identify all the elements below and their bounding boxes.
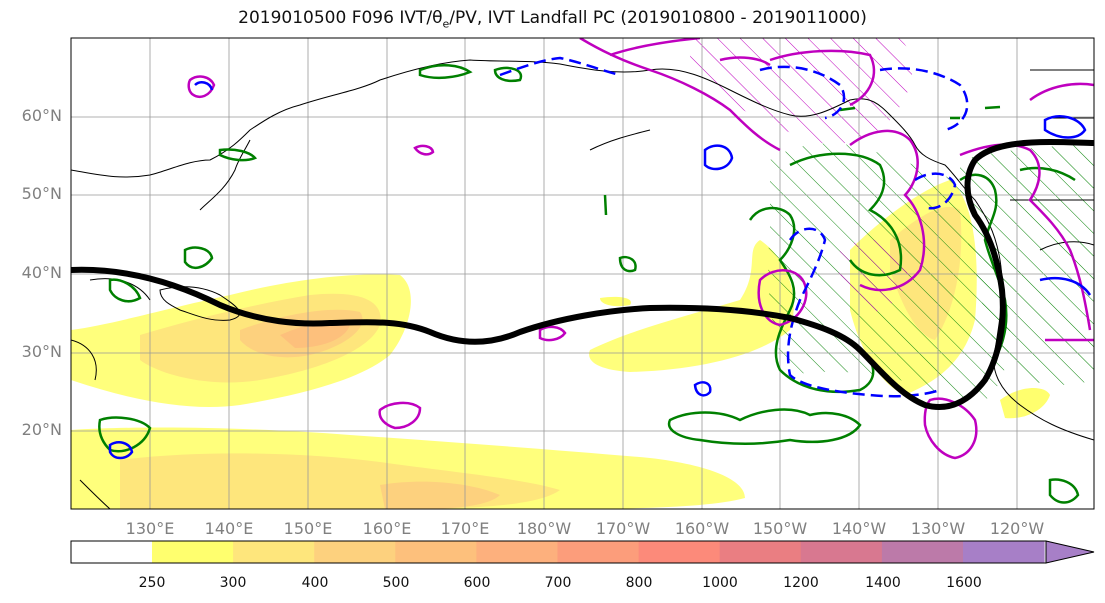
colorbar (70, 540, 1095, 564)
colorbar-extend-arrow (1045, 540, 1095, 564)
colorbar-segment (963, 541, 1045, 563)
colorbar-segment (395, 541, 477, 563)
title-subscript: e (442, 17, 450, 31)
lat-label-20n: 20°N (21, 420, 62, 439)
lon-label-130e: 130°E (125, 519, 175, 538)
lon-label-150w: 150°W (752, 519, 808, 538)
title-rest: /PV, IVT Landfall PC (2019010800 - 20190… (449, 8, 867, 28)
lat-label-50n: 50°N (21, 184, 62, 203)
colorbar-tick-800: 800 (625, 575, 653, 591)
colorbar-tick-1400: 1400 (865, 575, 901, 591)
pv-contours (187, 38, 1094, 460)
colorbar-segment (233, 541, 315, 563)
title-main: 2019010500 F096 IVT/θ (238, 8, 443, 28)
jet-axis-line (71, 138, 1094, 410)
colorbar-tick-1200: 1200 (783, 575, 819, 591)
colorbar-segments (152, 541, 1045, 563)
lon-label-120w: 120°W (989, 519, 1045, 538)
lat-label-30n: 30°N (21, 342, 62, 361)
theta-e-contours (98, 64, 1080, 504)
colorbar-tick-300: 300 (219, 575, 247, 591)
lon-label-140e: 140°E (204, 519, 254, 538)
pv-dashed-contours (499, 56, 969, 398)
lon-label-170w: 170°W (595, 519, 651, 538)
lat-label-60n: 60°N (21, 106, 62, 125)
colorbar-tick-250: 250 (138, 575, 166, 591)
colorbar-below-250 (71, 541, 152, 563)
lon-label-180w: 180°W (516, 519, 572, 538)
graticule (71, 38, 1094, 509)
hatched-regions (689, 38, 1094, 400)
ivt-shading (71, 180, 1050, 509)
chart-title: 2019010500 F096 IVT/θe/PV, IVT Landfall … (0, 8, 1105, 30)
colorbar-tick-400: 400 (301, 575, 329, 591)
colorbar-tick-700: 700 (544, 575, 572, 591)
colorbar-segment (152, 541, 234, 563)
map-frame (70, 37, 1095, 510)
lon-label-130w: 130°W (910, 519, 966, 538)
lon-label-170e: 170°E (440, 519, 490, 538)
coastlines (71, 59, 1094, 509)
lon-label-160e: 160°E (362, 519, 412, 538)
lon-label-140w: 140°W (831, 519, 887, 538)
pv-blue-solid (108, 81, 1092, 460)
colorbar-segment (719, 541, 802, 563)
colorbar-tick-600: 600 (463, 575, 491, 591)
colorbar-segment (476, 541, 558, 563)
colorbar-frame (70, 540, 1047, 564)
colorbar-segment (881, 541, 964, 563)
colorbar-tick-500: 500 (382, 575, 410, 591)
lon-label-160w: 160°W (674, 519, 730, 538)
colorbar-tick-1600: 1600 (946, 575, 982, 591)
lat-label-40n: 40°N (21, 263, 62, 282)
colorbar-segment (557, 541, 640, 563)
colorbar-segment (638, 541, 721, 563)
map-area (71, 38, 1094, 509)
lon-label-150e: 150°E (283, 519, 333, 538)
colorbar-tick-1000: 1000 (702, 575, 738, 591)
colorbar-segment (314, 541, 396, 563)
colorbar-segment (800, 541, 883, 563)
